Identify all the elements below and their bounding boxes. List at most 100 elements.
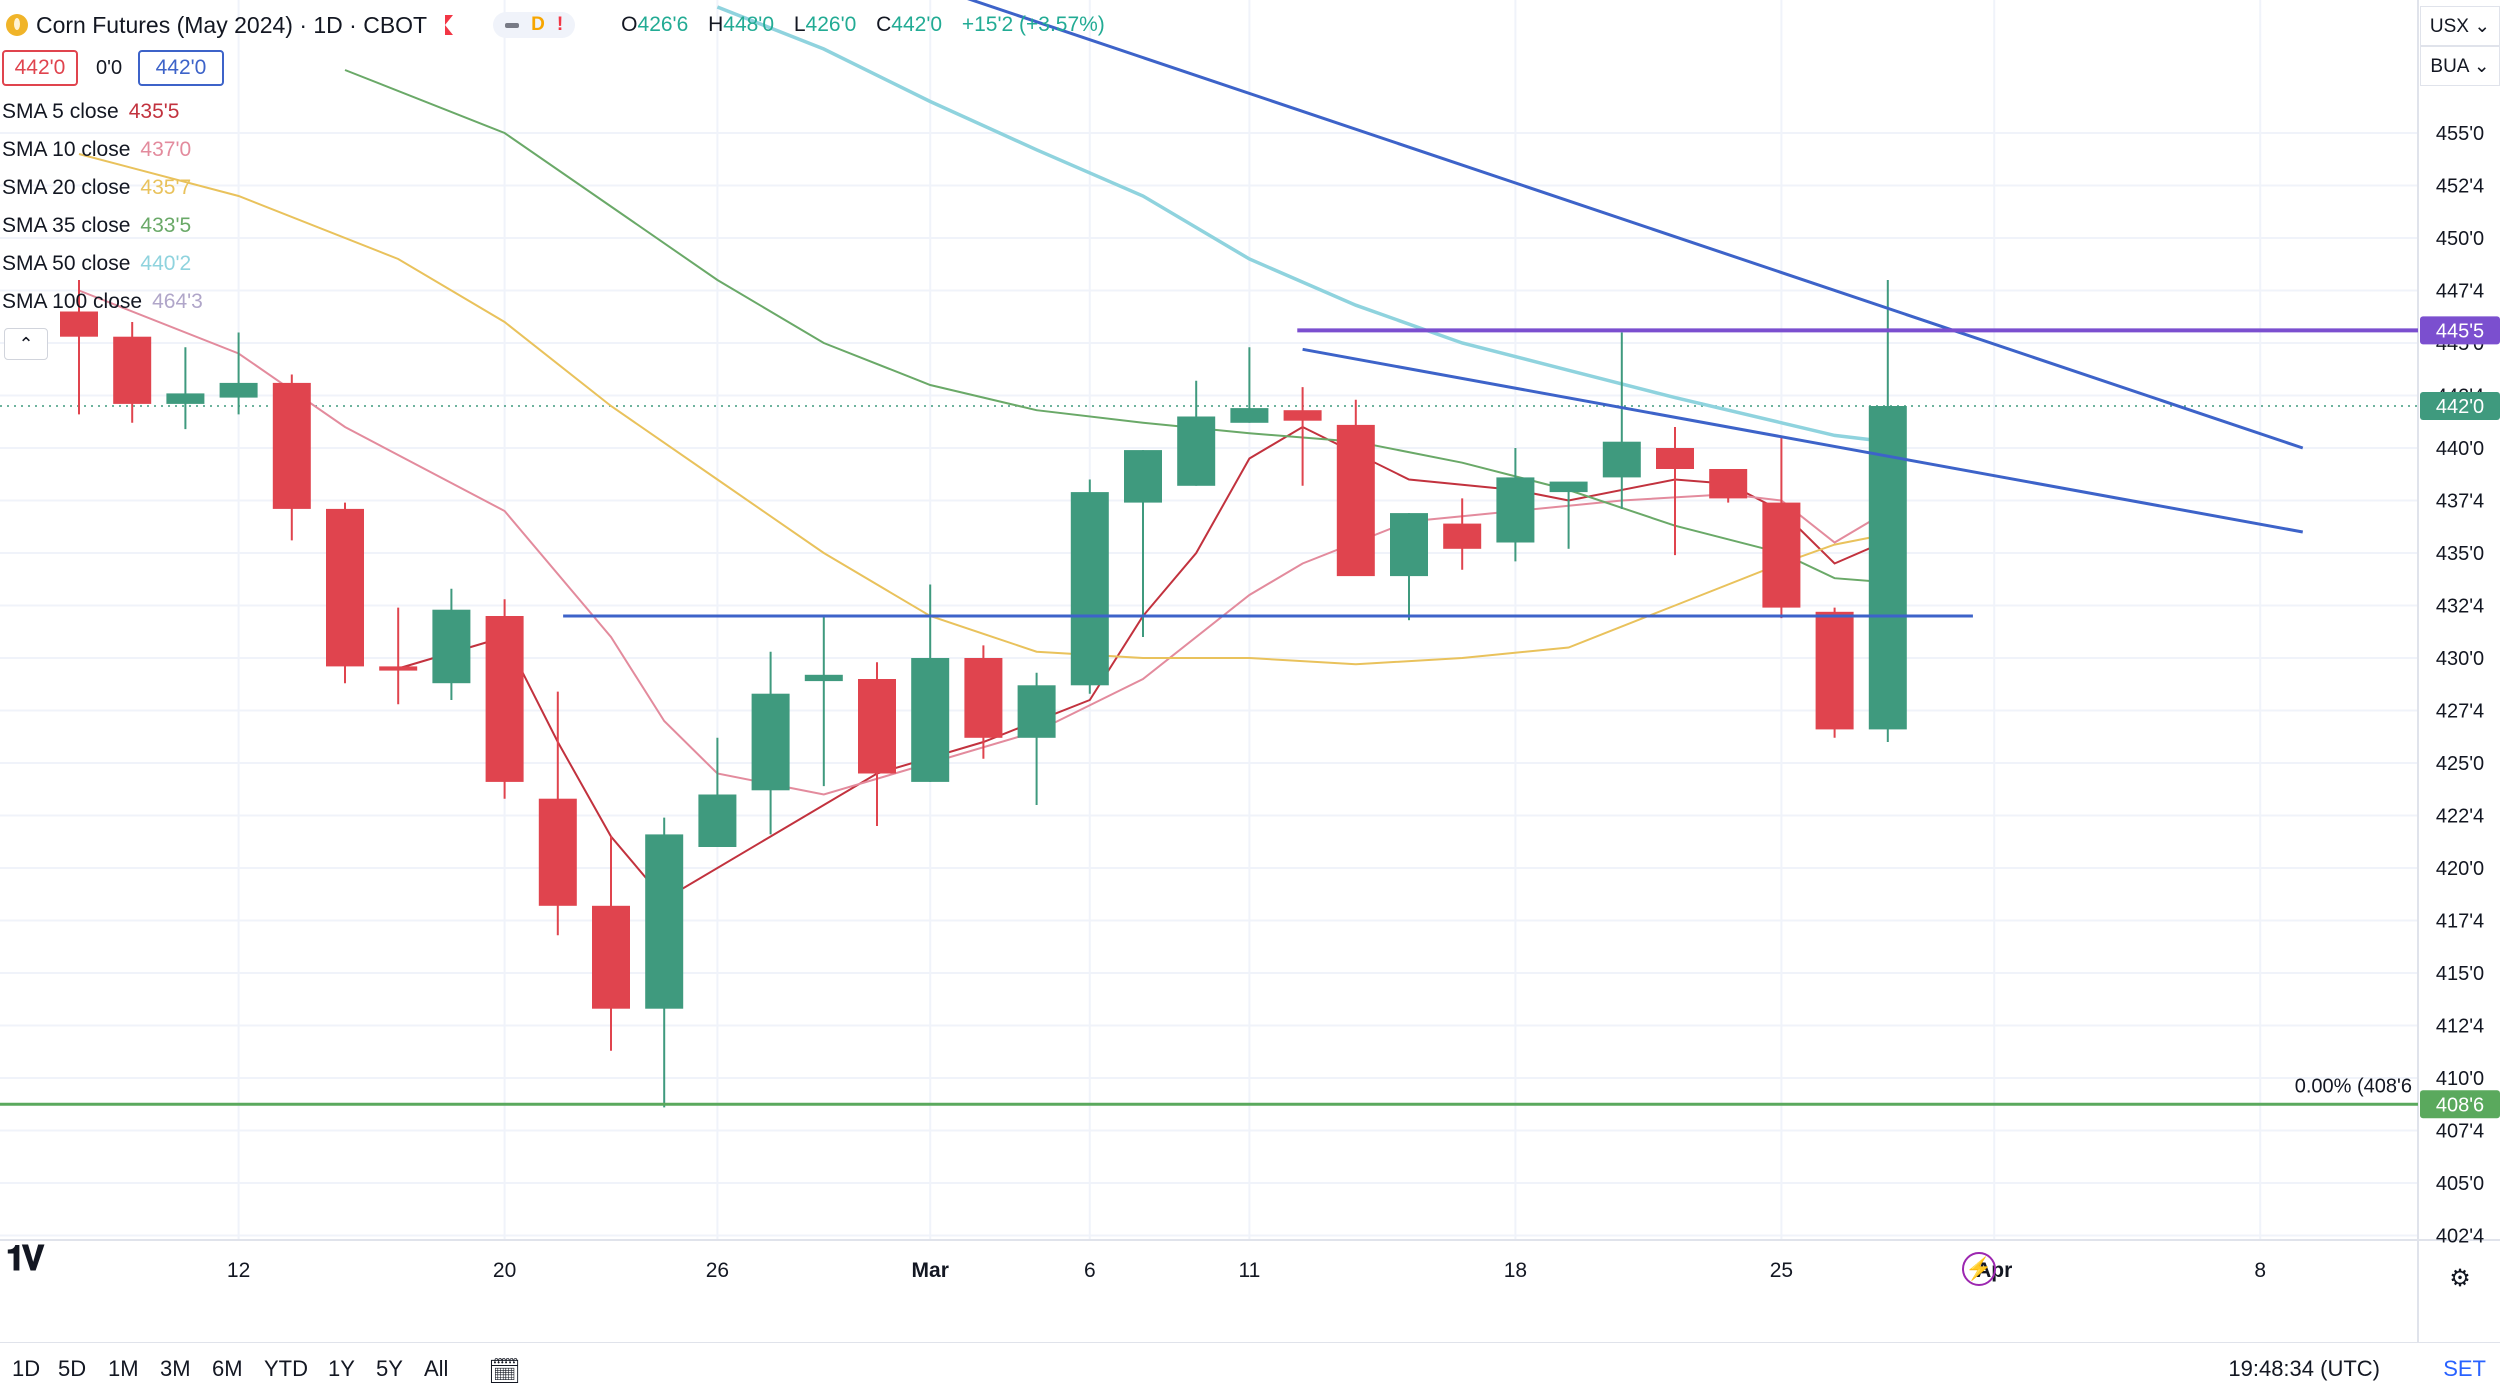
legend-sma-100-value: 464'3 xyxy=(152,290,203,313)
sell-price-box[interactable]: 442'0 xyxy=(2,50,78,86)
candle-body xyxy=(432,609,471,684)
candle-body xyxy=(326,508,364,667)
legend-sma-20-name: SMA 20 close xyxy=(2,176,131,199)
tradingview-logo-icon: 𝟏𝐕 xyxy=(6,1240,44,1278)
candle-body xyxy=(1017,685,1056,738)
calendar-range-icon[interactable]: 🗓 xyxy=(488,1356,522,1386)
candle-body xyxy=(1762,502,1801,608)
settings-icon: ⚙ xyxy=(2449,1264,2471,1292)
timeframe-5d[interactable]: 5D xyxy=(58,1356,87,1381)
change-value: +15'2 (+3.57%) xyxy=(961,13,1105,36)
status-pill[interactable]: D ! xyxy=(493,12,576,38)
legend-sma-10[interactable]: SMA 10 close 437'0 xyxy=(2,138,191,162)
candle-body xyxy=(592,905,630,1009)
x-tick-label: 26 xyxy=(706,1259,729,1282)
close-value: 442'0 xyxy=(891,13,943,36)
close-label: C xyxy=(876,13,892,36)
session-set-button[interactable]: SET xyxy=(2443,1356,2486,1381)
timeframe-3m[interactable]: 3M xyxy=(160,1356,191,1381)
spread-value: 0'0 xyxy=(96,56,123,79)
candle-body xyxy=(1230,408,1269,423)
candle-body xyxy=(1815,611,1854,730)
fib-price-label: 408'6 xyxy=(2436,1094,2484,1116)
candle-body xyxy=(858,679,896,774)
timeframe-1m[interactable]: 1M xyxy=(108,1356,139,1381)
timeframe-5y[interactable]: 5Y xyxy=(376,1356,403,1381)
y-tick-label: 405'0 xyxy=(2436,1173,2484,1195)
resistance-price-label: 445'5 xyxy=(2436,320,2484,342)
bottom-toolbar xyxy=(0,1342,2500,1399)
candle-body xyxy=(1709,469,1748,499)
sma-line-35 xyxy=(344,69,1888,584)
currency-select[interactable]: USX ⌄ xyxy=(2420,6,2500,46)
y-tick-label: 410'0 xyxy=(2436,1068,2484,1090)
candle-body xyxy=(1602,441,1641,478)
y-tick-label: 432'4 xyxy=(2436,596,2484,618)
candle-body xyxy=(379,666,418,671)
timeframe-1y[interactable]: 1Y xyxy=(328,1356,355,1381)
x-tick-label: 18 xyxy=(1504,1259,1527,1282)
legend-sma-20[interactable]: SMA 20 close 435'7 xyxy=(2,176,191,200)
x-tick-label: 25 xyxy=(1770,1259,1793,1282)
sma-line-50 xyxy=(716,5,1889,444)
candle-body xyxy=(751,693,790,791)
high-label: H xyxy=(708,13,724,36)
candle-body xyxy=(1443,523,1482,549)
x-tick-label: 11 xyxy=(1238,1259,1260,1282)
legend-sma-100[interactable]: SMA 100 close 464'3 xyxy=(2,290,203,314)
legend-sma-20-value: 435'7 xyxy=(140,176,192,199)
candle-body xyxy=(1177,416,1216,486)
candle-body xyxy=(964,658,1003,738)
y-tick-label: 452'4 xyxy=(2436,176,2484,198)
legend-sma-50-name: SMA 50 close xyxy=(2,252,131,275)
timeframe-1d[interactable]: 1D xyxy=(12,1356,41,1381)
clock[interactable]: 19:48:34 (UTC) xyxy=(2228,1356,2380,1381)
open-value: 426'6 xyxy=(637,13,689,36)
candle-body xyxy=(1124,450,1162,503)
x-tick-label: Mar xyxy=(912,1259,949,1282)
y-tick-label: 440'0 xyxy=(2436,438,2484,460)
y-tick-label: 412'4 xyxy=(2436,1016,2484,1038)
x-tick-label: 8 xyxy=(2254,1259,2266,1282)
timeframe-ytd[interactable]: YTD xyxy=(264,1356,308,1381)
legend-sma-5[interactable]: SMA 5 close 435'5 xyxy=(2,100,179,124)
timeframe-6m[interactable]: 6M xyxy=(212,1356,243,1381)
legend-sma-5-name: SMA 5 close xyxy=(2,100,119,123)
low-label: L xyxy=(793,13,806,36)
y-tick-label: 422'4 xyxy=(2436,806,2484,828)
candle-body xyxy=(1390,513,1428,577)
chart-header: Corn Futures (May 2024) · 1D · CBOT D ! … xyxy=(0,0,1119,50)
legend-sma-50-value: 440'2 xyxy=(140,252,192,275)
fib-price-label-bg xyxy=(2420,1090,2500,1119)
trendline-lower xyxy=(1302,347,2304,534)
trendline-upper xyxy=(967,0,2304,450)
candle-body xyxy=(1656,448,1694,469)
lightning-icon[interactable]: ⚡ xyxy=(1962,1252,1996,1286)
legend-sma-100-name: SMA 100 close xyxy=(2,290,143,313)
open-label: O xyxy=(621,13,638,36)
collapse-legend-button[interactable]: ⌃ xyxy=(4,328,48,360)
y-tick-label: 415'0 xyxy=(2436,963,2484,985)
y-tick-label: 425'0 xyxy=(2436,753,2484,775)
candle-body xyxy=(1336,424,1375,577)
fib-level-label: 0.00% (408'6 xyxy=(2295,1075,2412,1097)
legend-sma-35[interactable]: SMA 35 close 433'5 xyxy=(2,214,191,238)
ohlc-readout: O426'6 H448'0 L426'0 C442'0 +15'2 (+3.57… xyxy=(621,13,1119,37)
y-tick-label: 430'0 xyxy=(2436,648,2484,670)
price-chart[interactable]: 455'0452'4450'0447'4445'0442'4440'0437'4… xyxy=(0,0,2500,1342)
x-tick-label: 20 xyxy=(493,1259,516,1282)
symbol-title[interactable]: Corn Futures (May 2024) · 1D · CBOT xyxy=(36,11,428,38)
y-tick-label: 427'4 xyxy=(2436,701,2484,723)
y-tick-label: 437'4 xyxy=(2436,491,2484,513)
legend-sma-50[interactable]: SMA 50 close 440'2 xyxy=(2,252,191,276)
timeframe-all[interactable]: All xyxy=(424,1356,449,1381)
candle-body xyxy=(1070,492,1109,686)
candle-body xyxy=(698,794,737,847)
unit-select[interactable]: BUA ⌄ xyxy=(2420,46,2500,86)
buy-price-box[interactable]: 442'0 xyxy=(138,50,224,86)
legend-sma-35-name: SMA 35 close xyxy=(2,214,131,237)
candle-body xyxy=(911,658,950,782)
legend-sma-10-name: SMA 10 close xyxy=(2,138,131,161)
legend-sma-5-value: 435'5 xyxy=(128,100,180,123)
flag-icon[interactable] xyxy=(445,15,454,35)
